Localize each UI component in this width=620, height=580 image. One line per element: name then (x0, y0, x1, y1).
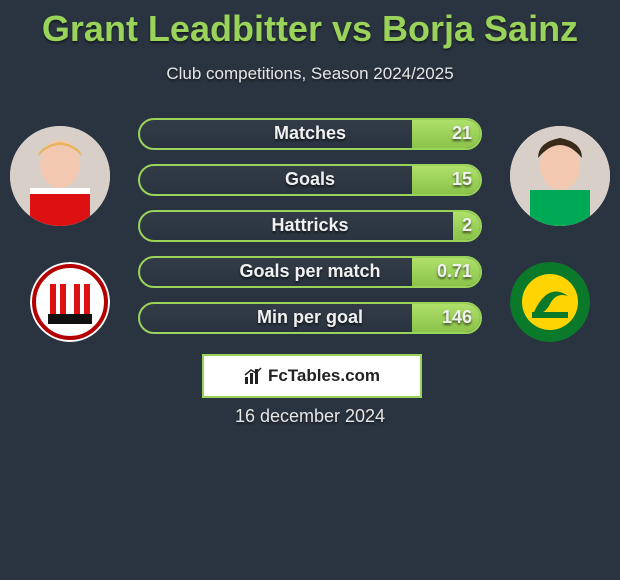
stat-label: Matches (138, 118, 482, 150)
stat-row: Matches21 (0, 118, 620, 164)
stat-label: Hattricks (138, 210, 482, 242)
page-subtitle: Club competitions, Season 2024/2025 (0, 64, 620, 84)
stats-rows: Matches21Goals15Hattricks2Goals per matc… (0, 118, 620, 348)
stat-value-right: 146 (442, 302, 472, 334)
stat-value-right: 0.71 (437, 256, 472, 288)
stat-label: Goals per match (138, 256, 482, 288)
stat-value-right: 15 (452, 164, 472, 196)
source-site-label: FcTables.com (268, 366, 380, 386)
stat-row: Hattricks2 (0, 210, 620, 256)
stat-label: Goals (138, 164, 482, 196)
stat-value-right: 2 (462, 210, 472, 242)
page-title: Grant Leadbitter vs Borja Sainz (0, 0, 620, 50)
stat-row: Goals per match0.71 (0, 256, 620, 302)
stat-row: Goals15 (0, 164, 620, 210)
source-site-box[interactable]: FcTables.com (202, 354, 422, 398)
chart-icon (244, 367, 262, 385)
stat-label: Min per goal (138, 302, 482, 334)
stat-row: Min per goal146 (0, 302, 620, 348)
stat-value-right: 21 (452, 118, 472, 150)
snapshot-date: 16 december 2024 (0, 406, 620, 427)
